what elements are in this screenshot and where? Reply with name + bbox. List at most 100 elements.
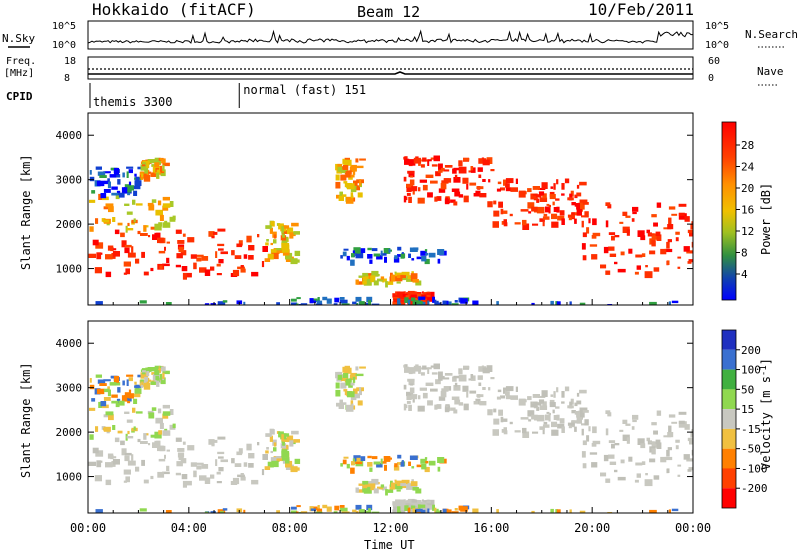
velocity-echo-cell [435, 379, 441, 385]
velocity-echo-cell [132, 407, 136, 413]
power-echo-cell [589, 244, 598, 247]
power-echo-cell [438, 188, 446, 193]
velocity-echo-cell [291, 506, 297, 510]
velocity-echo-cell [115, 401, 120, 408]
velocity-echo-cell [402, 506, 405, 510]
power-echo-cell [542, 216, 550, 220]
velocity-echo-cell [128, 393, 134, 399]
velocity-echo-cell [127, 460, 136, 466]
power-echo-cell [561, 193, 565, 196]
velocity-echo-cell [124, 452, 132, 456]
velocity-echo-cell [666, 468, 670, 473]
velocity-echo-cell [291, 430, 299, 435]
power-echo-cell [335, 181, 341, 189]
velocity-echo-cell [105, 411, 114, 416]
velocity-echo-cell [417, 405, 425, 412]
power-echo-cell [135, 176, 140, 183]
power-echo-cell [159, 214, 164, 221]
power-echo-cell [407, 170, 415, 174]
power-echo-cell [432, 296, 435, 303]
power-echo-cell [95, 301, 103, 305]
velocity-echo-cell [276, 510, 280, 513]
velocity-echo-cell [218, 467, 224, 472]
velocity-echo-cell [431, 372, 438, 375]
power-echo-cell [407, 300, 411, 304]
power-echo-cell [645, 265, 648, 268]
velocity-echo-cell [538, 399, 545, 404]
velocity-echo-cell [95, 450, 104, 457]
velocity-echo-cell [366, 481, 372, 484]
power-echo-cell [157, 200, 162, 206]
velocity-echo-cell [283, 433, 290, 437]
power-echo-cell [532, 193, 538, 196]
power-echo-cell [384, 256, 387, 263]
velocity-echo-cell [157, 408, 162, 414]
velocity-colorbar-label: Velocity [m s-1] [759, 358, 773, 470]
power-echo-cell [397, 254, 404, 257]
power-echo-cell [162, 203, 171, 208]
velocity-echo-cell [140, 441, 148, 444]
velocity-echo-cell [421, 506, 429, 513]
power-echo-cell [420, 164, 425, 168]
power-echo-cell [522, 223, 530, 230]
power-echo-cell [611, 235, 615, 241]
power-echo-cell [151, 164, 157, 167]
velocity-echo-cell [617, 476, 626, 481]
velocity-echo-cell [103, 379, 111, 382]
velocity-echo-cell [210, 474, 215, 479]
power-echo-cell [614, 235, 620, 238]
power-echo-cell [416, 293, 422, 297]
power-echo-cell [115, 193, 120, 200]
power-echo-cell [107, 181, 111, 189]
velocity-echo-cell [135, 466, 140, 472]
velocity-echo-cell [141, 459, 145, 466]
power-echo-cell [210, 266, 215, 271]
power-echo-cell [531, 206, 538, 212]
velocity-echo-cell [269, 435, 273, 442]
power-echo-cell [140, 233, 148, 236]
velocity-echo-cell [353, 388, 358, 394]
velocity-echo-cell [411, 394, 418, 400]
power-echo-cell [684, 216, 690, 222]
velocity-echo-cell [388, 456, 391, 461]
velocity-echo-cell [522, 427, 527, 434]
velocity-echo-cell [443, 386, 450, 391]
velocity-echo-cell [496, 396, 501, 400]
velocity-echo-cell [656, 442, 662, 449]
velocity-echo-cell [172, 423, 176, 429]
velocity-echo-cell [92, 447, 99, 454]
velocity-echo-cell [505, 391, 510, 396]
power-echo-cell [103, 219, 109, 223]
power-echo-cell [571, 202, 576, 206]
power-echo-cell [275, 248, 282, 251]
velocity-echo-cell [118, 400, 125, 406]
power-echo-cell [355, 253, 363, 257]
velocity-echo-cell [162, 370, 170, 375]
power-echo-cell [418, 296, 426, 300]
velocity-echo-cell [545, 414, 551, 421]
velocity-echo-cell [469, 390, 477, 394]
velocity-echo-cell [427, 368, 430, 374]
velocity-echo-cell [426, 505, 433, 510]
velocity-echo-cell [103, 427, 109, 431]
velocity-echo-cell [237, 474, 245, 478]
velocity-echo-cell [99, 460, 103, 463]
velocity-echo-cell [539, 426, 545, 430]
power-echo-cell [104, 180, 110, 185]
y-tick-label: 4000 [56, 129, 83, 142]
power-echo-cell [339, 297, 345, 300]
velocity-echo-cell [126, 419, 133, 423]
velocity-echo-cell [124, 411, 130, 414]
velocity-echo-cell [403, 384, 407, 390]
power-echo-cell [586, 227, 590, 234]
power-echo-cell [133, 190, 138, 196]
power-echo-cell [114, 229, 120, 235]
velocity-echo-cell [333, 511, 338, 513]
velocity-echo-cell [410, 502, 418, 507]
power-echo-cell [218, 259, 224, 264]
velocity-echo-cell [397, 508, 405, 513]
velocity-echo-cell [503, 418, 508, 422]
power-echo-cell [451, 188, 460, 192]
power-echo-cell [110, 248, 117, 251]
power-echo-cell [186, 272, 192, 278]
